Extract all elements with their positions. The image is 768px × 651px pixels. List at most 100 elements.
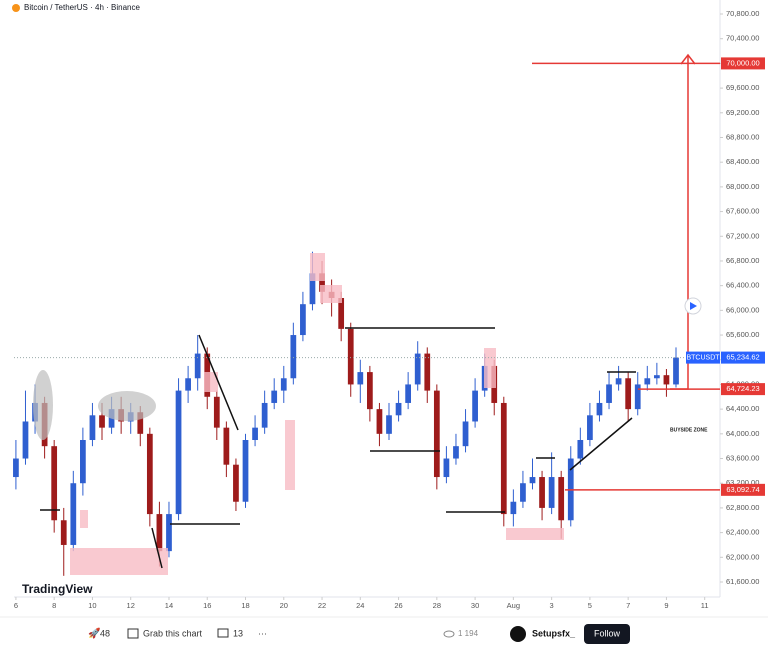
candle-body: [309, 273, 316, 305]
y-tick-label: 65,600.00: [726, 330, 759, 339]
candle-body: [500, 402, 507, 515]
y-tick-label: 63,200.00: [726, 478, 759, 487]
y-tick-label: 68,800.00: [726, 132, 759, 141]
price-label: 63,092.74: [726, 485, 759, 494]
candle-body: [414, 353, 421, 385]
follow-button[interactable]: [584, 624, 630, 644]
x-tick-label: 26: [394, 601, 402, 610]
y-tick-label: 62,000.00: [726, 552, 759, 561]
follow-label[interactable]: Follow: [594, 628, 621, 638]
price-label-box: [721, 483, 765, 496]
y-tick-label: 67,600.00: [726, 207, 759, 216]
candle-body: [558, 477, 565, 521]
y-tick-label: 62,800.00: [726, 503, 759, 512]
candle-body: [233, 464, 239, 502]
candle-body: [146, 433, 153, 515]
candle-body: [99, 415, 105, 428]
price-label: 70,000.00: [726, 58, 759, 67]
candle-body: [194, 353, 201, 379]
candle-body: [510, 501, 517, 515]
x-tick-label: 18: [241, 601, 249, 610]
candle-body: [653, 375, 660, 379]
coin-icon: [12, 4, 20, 12]
candle-body: [424, 353, 431, 391]
views-icon: [443, 630, 455, 638]
candle-body: [156, 514, 163, 552]
candle-body: [166, 514, 172, 552]
boost-icon: 🚀: [88, 627, 101, 640]
candle-body: [673, 357, 679, 385]
symbol-box: [686, 351, 720, 364]
candle-body: [213, 396, 220, 428]
grab-chart[interactable]: Grab this chart: [143, 628, 203, 638]
avatar[interactable]: [510, 626, 526, 642]
zone: [285, 420, 295, 490]
x-tick-label: 10: [88, 601, 96, 610]
x-tick-label: 14: [165, 601, 173, 610]
candle-body: [338, 298, 345, 329]
zone: [310, 253, 325, 281]
drawings: [33, 53, 702, 575]
candle-body: [300, 304, 306, 336]
candle-body: [433, 390, 440, 478]
candle-body: [357, 372, 364, 385]
x-tick-label: Aug: [507, 601, 520, 610]
candle-body: [51, 446, 58, 521]
arrow-head: [680, 53, 696, 65]
x-tick-label: 24: [356, 601, 364, 610]
candle-body: [606, 384, 612, 403]
y-tick-label: 62,400.00: [726, 528, 759, 537]
x-tick-label: 9: [664, 601, 668, 610]
boosts[interactable]: 48: [100, 628, 110, 638]
more[interactable]: ···: [258, 628, 267, 638]
zone: [484, 348, 496, 388]
candle-body: [280, 378, 287, 391]
candle-body: [60, 520, 67, 545]
y-tick-label: 68,000.00: [726, 182, 759, 191]
zone-ellipse: [98, 391, 156, 421]
price-label: 64,724.23: [726, 384, 759, 393]
candle-body: [223, 427, 230, 465]
y-tick-label: 68,400.00: [726, 157, 759, 166]
zone: [80, 510, 88, 528]
candle-body: [22, 421, 29, 459]
symbol-label: BTCUSDT: [686, 354, 720, 361]
brand-logo: TradingView: [22, 582, 93, 596]
views: 1 194: [458, 629, 479, 638]
author[interactable]: Setupsfx_: [532, 628, 576, 638]
candle-body: [596, 402, 603, 416]
trend-line: [151, 527, 163, 569]
zone-ellipse: [33, 370, 53, 440]
price-label-box: [721, 383, 765, 396]
candle-body: [539, 477, 545, 508]
x-tick-label: 28: [433, 601, 441, 610]
candle-body: [625, 378, 632, 410]
candle-body: [577, 440, 584, 459]
comment-icon: [217, 628, 229, 638]
candle-body: [395, 402, 402, 416]
zone: [320, 285, 342, 303]
x-tick-label: 3: [550, 601, 554, 610]
y-tick-label: 61,600.00: [726, 577, 759, 586]
candle-body: [271, 390, 278, 403]
x-tick-label: 12: [127, 601, 135, 610]
candle-body: [80, 440, 86, 484]
candle-body: [405, 384, 412, 403]
candle-body: [462, 421, 469, 447]
candle-body: [13, 458, 19, 478]
candle-body: [242, 440, 249, 502]
y-tick-label: 67,200.00: [726, 231, 759, 240]
candle-body: [472, 390, 478, 422]
x-tick-label: 5: [588, 601, 592, 610]
last-price-label: 65,234.62: [726, 353, 759, 362]
y-tick-label: 70,400.00: [726, 34, 759, 43]
grab-icon: [127, 628, 139, 639]
candle-body: [548, 477, 555, 508]
x-tick-label: 11: [701, 601, 709, 610]
candle-body: [663, 375, 670, 385]
candle-body: [89, 415, 96, 441]
candle-body: [520, 483, 526, 502]
comments[interactable]: 13: [233, 628, 243, 638]
x-tick-label: 30: [471, 601, 479, 610]
